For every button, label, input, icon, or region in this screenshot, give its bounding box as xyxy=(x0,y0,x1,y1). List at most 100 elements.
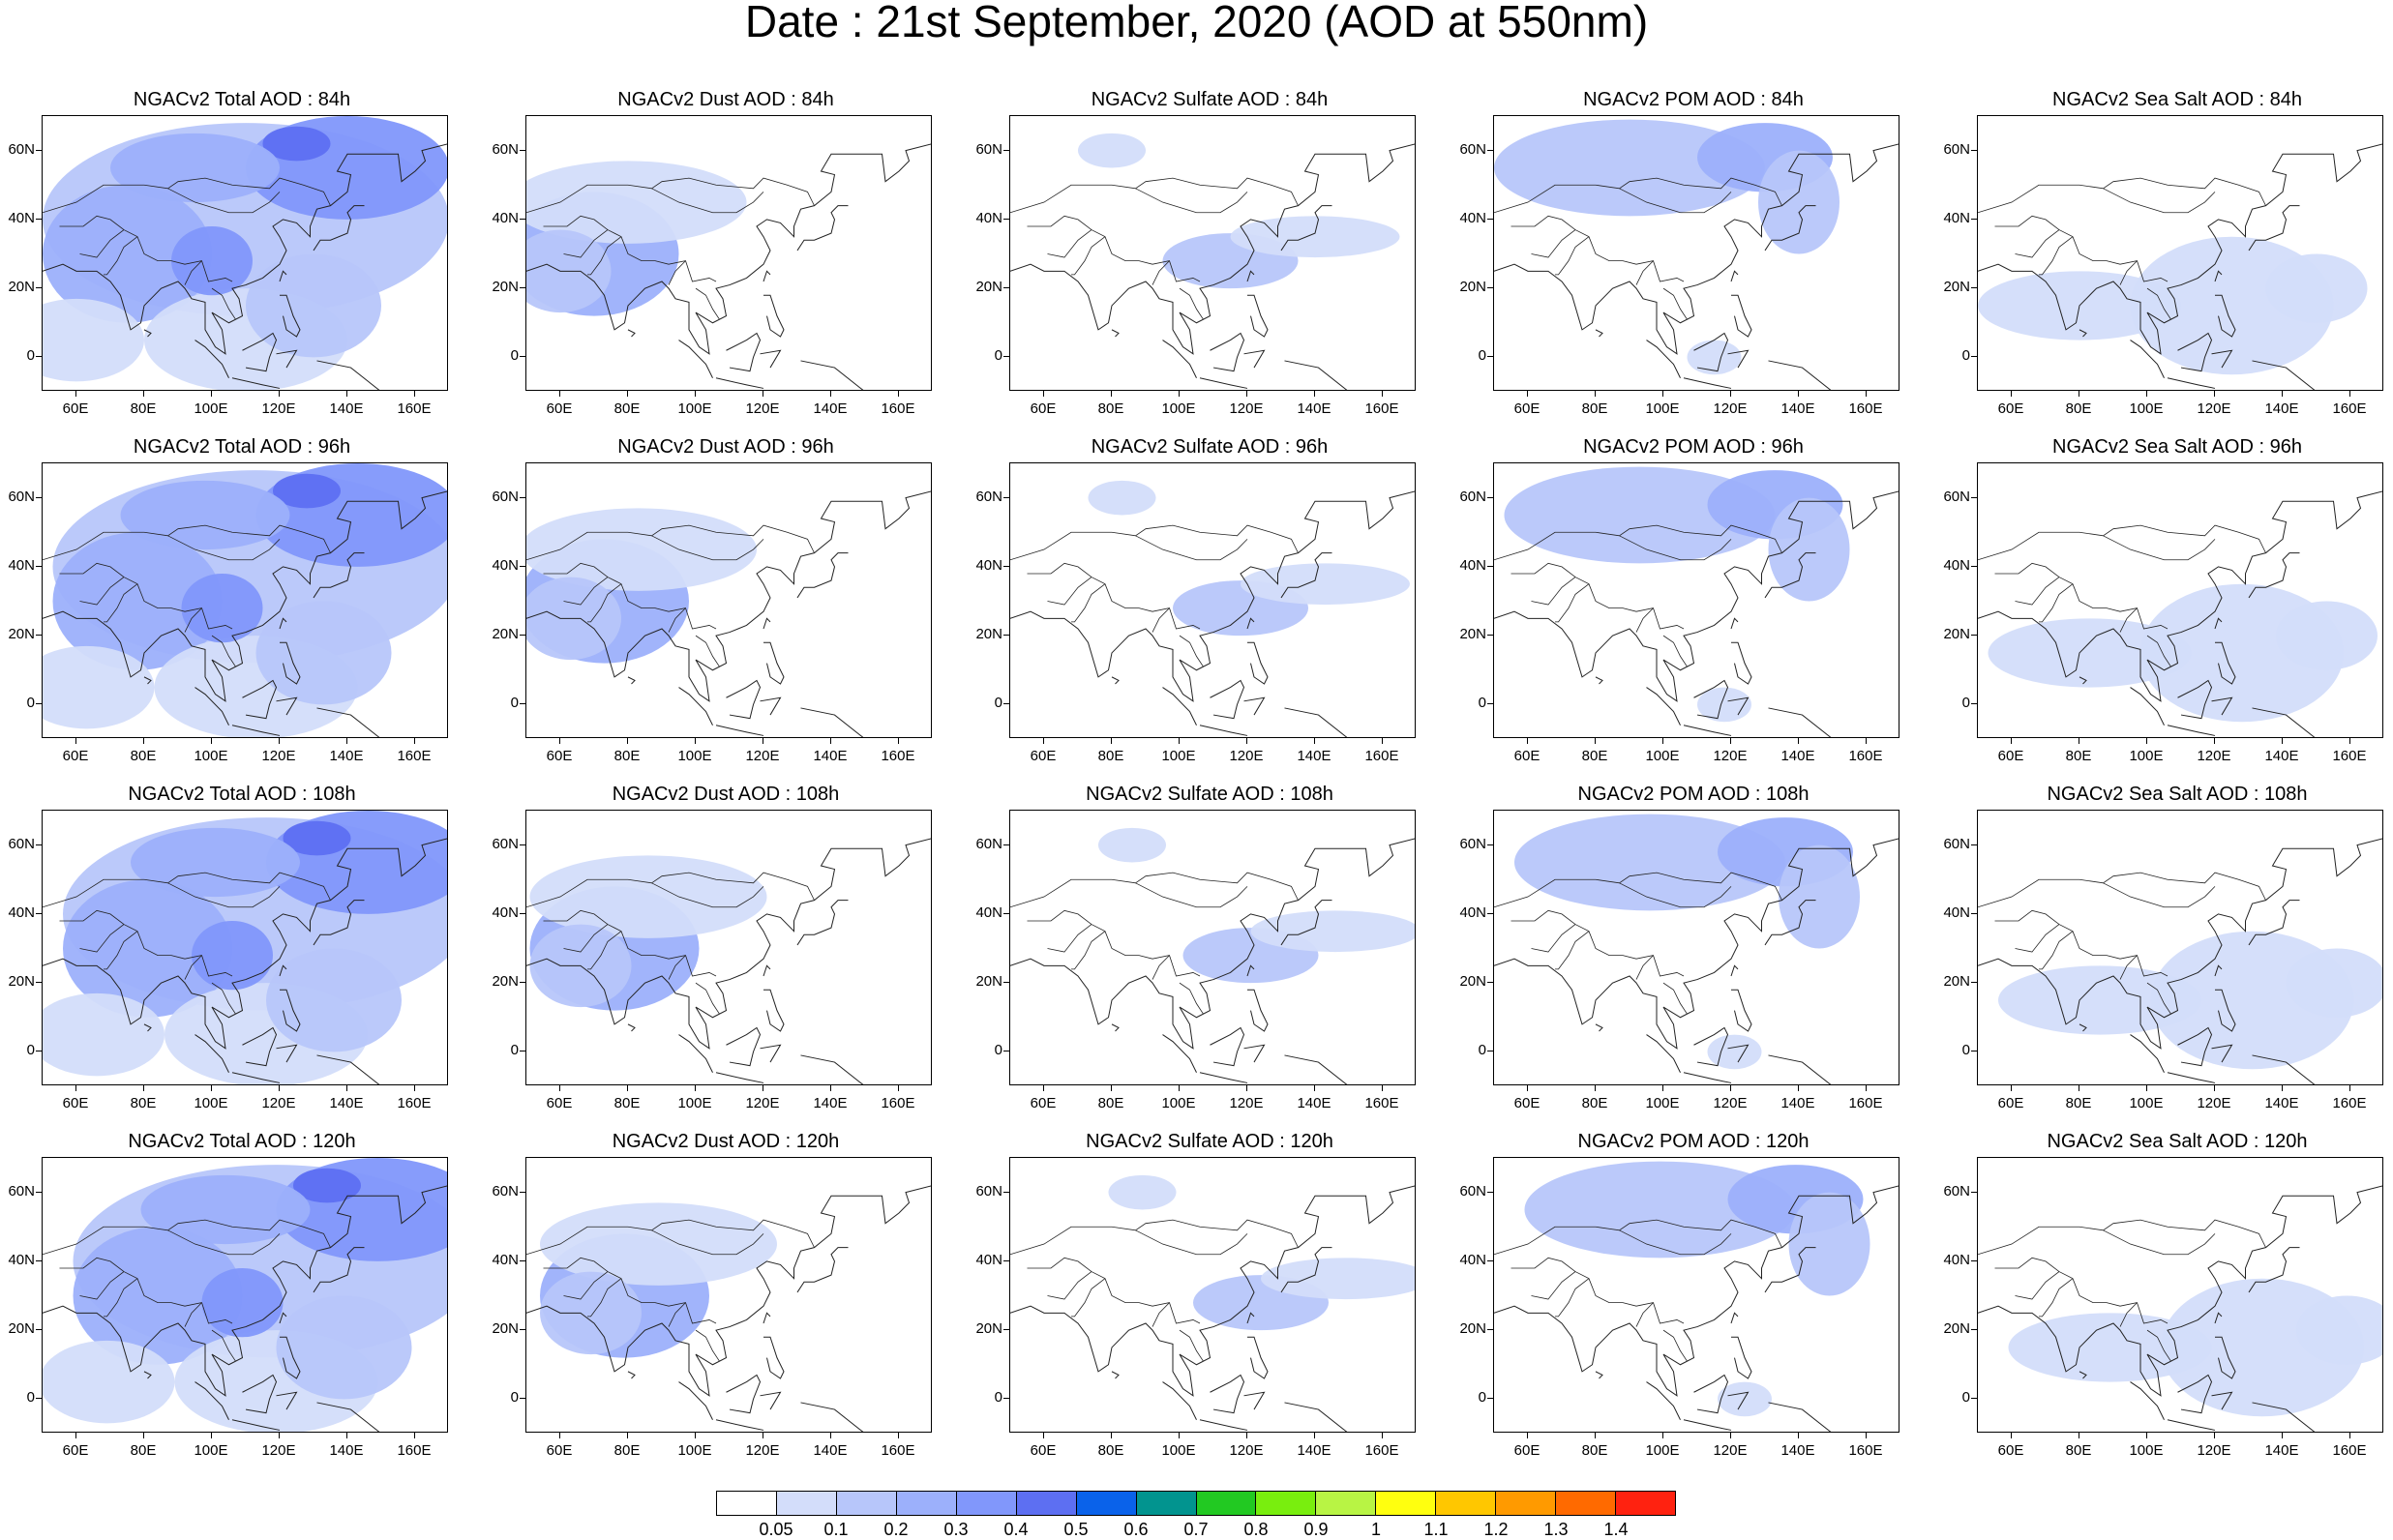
lat-tick xyxy=(36,149,42,151)
coastline xyxy=(242,1374,278,1414)
lon-tick xyxy=(2146,738,2147,744)
lon-tick xyxy=(2214,738,2215,744)
lon-label: 120E xyxy=(261,400,296,417)
lon-label: 120E xyxy=(261,1095,296,1111)
lon-tick xyxy=(695,738,696,744)
lat-tick xyxy=(1971,1398,1977,1400)
country-border xyxy=(1619,188,1732,214)
aod-region xyxy=(262,126,331,162)
coastline xyxy=(678,687,713,726)
country-border xyxy=(211,1329,236,1362)
country-border xyxy=(1071,1278,1106,1318)
lon-label: 160E xyxy=(881,1442,915,1459)
country-border xyxy=(1135,188,1248,214)
aod-region xyxy=(181,574,263,643)
coastline xyxy=(231,1419,281,1431)
aod-region xyxy=(2296,1295,2382,1365)
country-border xyxy=(563,1271,609,1300)
coastline xyxy=(316,707,380,737)
lat-label: 20N xyxy=(975,279,1002,296)
country-border xyxy=(1978,1219,2266,1256)
lon-label: 60E xyxy=(62,748,89,764)
coastline xyxy=(1111,329,1120,338)
map-panel-pom-0: NGACv2 POM AOD : 84h 60N 40N 20N 0 60E 80E 100E… xyxy=(1451,89,1935,437)
map-panel-dust-1: NGACv2 Dust AOD : 96h 60N 40N 20N 0 60E 80E 100… xyxy=(484,436,968,785)
lat-label: 0 xyxy=(1478,1042,1486,1059)
lon-tick xyxy=(2282,391,2283,397)
lon-label: 60E xyxy=(1030,400,1057,417)
country-border xyxy=(668,260,686,285)
country-border xyxy=(79,1271,125,1300)
lon-label: 100E xyxy=(1645,400,1680,417)
lon-tick xyxy=(1043,391,1044,397)
coastline xyxy=(1162,340,1197,378)
country-border xyxy=(1531,577,1576,606)
lat-tick xyxy=(1003,149,1009,151)
lon-label: 160E xyxy=(2332,400,2367,417)
lat-tick xyxy=(1971,565,1977,567)
aod-region xyxy=(1494,119,1765,217)
aod-field xyxy=(1010,827,1415,1084)
lat-label: 0 xyxy=(1478,1389,1486,1407)
map-panel-pom-1: NGACv2 POM AOD : 96h 60N 40N 20N 0 60E 80E 100E… xyxy=(1451,436,1935,785)
map-panel-total-2: NGACv2 Total AOD : 108h 60N 40N 20N 0 60E 80E 1… xyxy=(0,784,484,1132)
coastline xyxy=(276,349,298,369)
lon-tick xyxy=(1662,1085,1663,1091)
coastline xyxy=(763,641,785,685)
coastline xyxy=(715,1072,764,1083)
colorbar-label: 1.1 xyxy=(1423,1520,1449,1539)
lon-label: 100E xyxy=(2129,1442,2164,1459)
country-border xyxy=(2015,924,2060,953)
colorbar-swatch xyxy=(1616,1492,1675,1515)
lat-tick xyxy=(1003,218,1009,220)
coastline xyxy=(194,340,229,378)
lat-label: 0 xyxy=(1478,695,1486,712)
aod-region xyxy=(540,1202,777,1286)
lon-tick xyxy=(1527,1433,1528,1438)
lat-tick xyxy=(520,565,525,567)
coastline xyxy=(1731,989,1752,1032)
country-border xyxy=(104,583,138,623)
aod-field xyxy=(1494,119,1899,390)
aod-field xyxy=(1978,1185,2382,1432)
lon-tick xyxy=(211,391,212,397)
lat-label: 40N xyxy=(1943,1251,1970,1268)
country-border xyxy=(1494,177,1782,214)
coastline xyxy=(726,332,762,372)
aod-region xyxy=(1788,1192,1870,1296)
lat-label: 20N xyxy=(1459,973,1486,991)
coastline xyxy=(143,1371,152,1379)
colorbar-swatch xyxy=(717,1492,777,1515)
coastline xyxy=(1727,1044,1750,1063)
aod-region xyxy=(1988,618,2192,688)
lon-tick xyxy=(1595,1433,1596,1438)
lon-tick xyxy=(1798,738,1799,744)
country-border xyxy=(1179,1329,1204,1362)
lat-tick xyxy=(1003,496,1009,498)
lon-label: 140E xyxy=(329,1442,364,1459)
lon-tick xyxy=(1382,738,1383,744)
lon-label: 160E xyxy=(397,1442,432,1459)
lon-tick xyxy=(75,1433,76,1438)
lon-tick xyxy=(414,391,415,397)
lon-tick xyxy=(414,1085,415,1091)
map-panel-seasalt-3: NGACv2 Sea Salt AOD : 120h 60N 40N 20N 0 60E 8… xyxy=(1935,1131,2393,1479)
aod-region xyxy=(1768,497,1850,602)
lat-tick xyxy=(1487,1398,1493,1400)
lon-tick xyxy=(211,1085,212,1091)
map-panel-pom-3: NGACv2 POM AOD : 120h 60N 40N 20N 0 60E 80E 100… xyxy=(1451,1131,1935,1479)
lon-label: 100E xyxy=(194,748,228,764)
lat-label: 40N xyxy=(492,556,519,574)
country-border xyxy=(526,872,815,908)
coastline xyxy=(1494,490,1899,702)
country-border xyxy=(1511,215,1685,282)
coastline xyxy=(194,1381,229,1420)
lat-tick xyxy=(36,982,42,984)
lat-tick xyxy=(36,565,42,567)
coastline xyxy=(1199,1419,1248,1431)
lat-tick xyxy=(36,703,42,705)
aod-map xyxy=(42,810,448,1085)
country-border xyxy=(2119,1302,2138,1327)
colorbar-swatch xyxy=(1136,1492,1197,1515)
lon-tick xyxy=(1527,1085,1528,1091)
